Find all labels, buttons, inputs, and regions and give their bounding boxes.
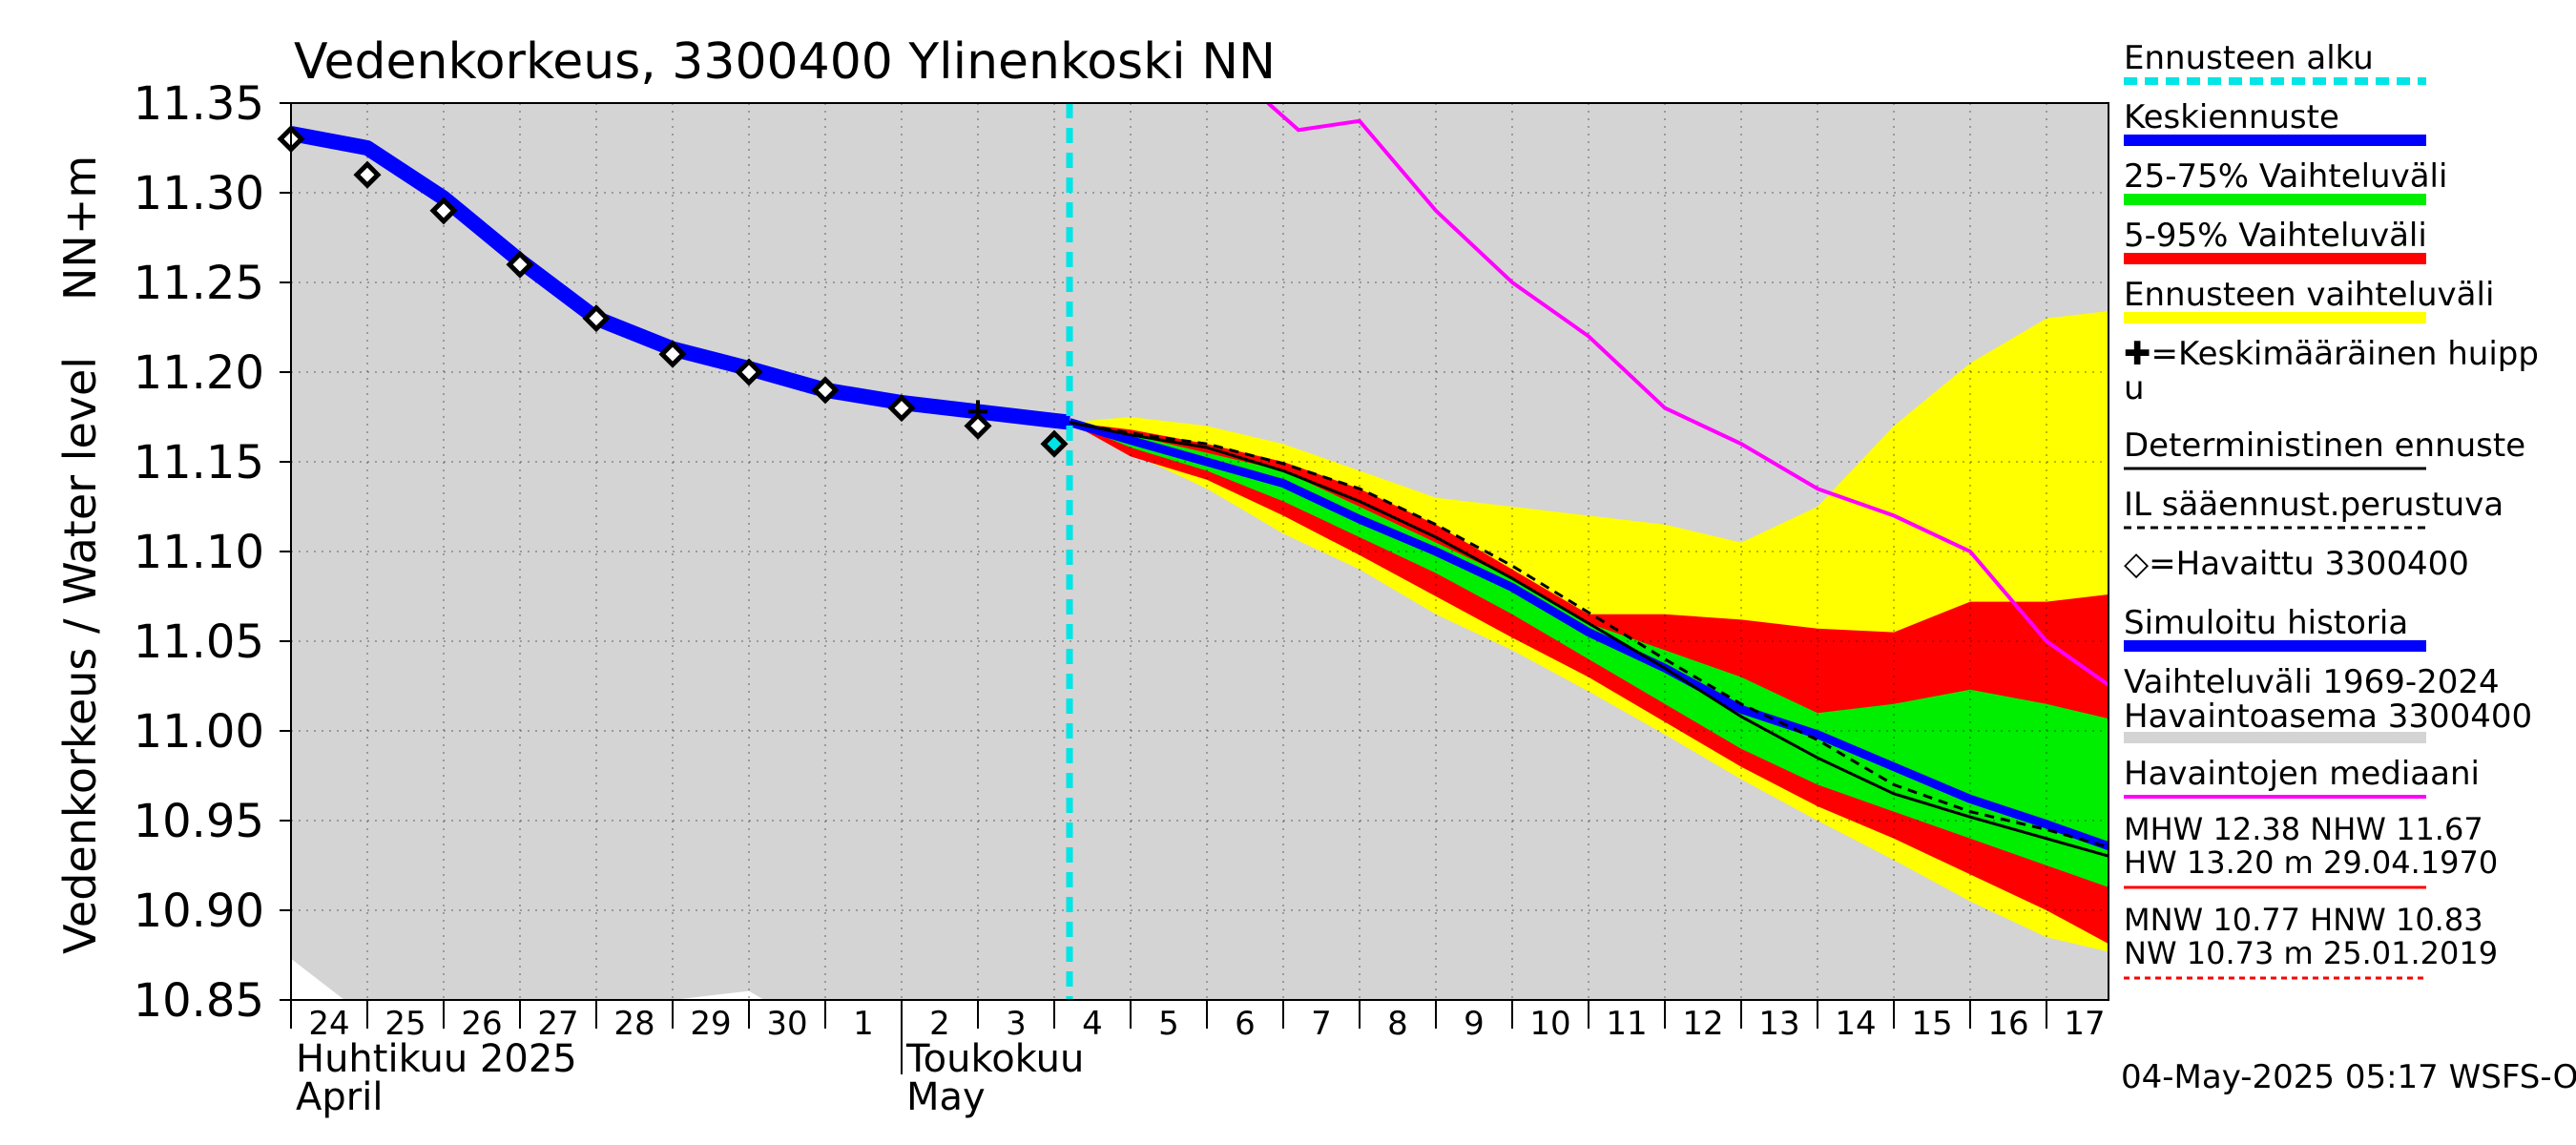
x-tick-label: 14 [1835, 1005, 1876, 1043]
weather-forecast-line [1069, 421, 2109, 849]
chart-title: Vedenkorkeus, 3300400 Ylinenkoski NN [294, 33, 1276, 91]
month-label-fi: Huhtikuu 2025 [296, 1037, 577, 1081]
observed-point [735, 358, 763, 386]
y-tick-label: 11.30 [134, 167, 264, 220]
legend: Ennusteen alku Keskiennuste 25-75% Vaihtel… [2124, 39, 2539, 980]
y-axis-unit-group: NN+m [54, 156, 106, 301]
x-tick-label: 29 [690, 1005, 731, 1043]
observed-point [811, 376, 840, 405]
legend-label: Deterministinen ennuste [2124, 427, 2525, 465]
legend-label: Vaihteluväli 1969-2024 [2124, 663, 2500, 701]
y-tick-label: 11.10 [134, 526, 264, 579]
x-tick-label: 28 [613, 1005, 654, 1043]
observed-point [429, 197, 458, 225]
month-label-en: May [906, 1075, 986, 1119]
month-label-fi: Toukokuu [905, 1037, 1084, 1081]
history-range-gap-mid [673, 990, 764, 1000]
legend-label: ✚=Keskimääräinen huipp [2124, 335, 2539, 373]
deterministic-forecast-line [1069, 421, 2109, 858]
x-tick-label: 12 [1682, 1005, 1723, 1043]
y-tick-label: 11.05 [134, 615, 264, 669]
observed-point [964, 411, 992, 440]
legend-label: Keskiennuste [2124, 98, 2339, 136]
stats-line: NW 10.73 m 25.01.2019 [2124, 935, 2498, 971]
y-tick-label: 10.90 [134, 885, 264, 938]
observed-point [658, 340, 687, 368]
range-5-95-band [1070, 422, 2109, 945]
observed-point [506, 250, 534, 279]
axes: 10.85 10.90 10.95 11.00 11.05 11.10 11.15 11.20… [134, 77, 2109, 1119]
x-tick-label: 24 [308, 1005, 349, 1043]
x-tick-label: 8 [1387, 1005, 1408, 1043]
legend-label: Ennusteen vaihteluväli [2124, 276, 2494, 314]
legend-label: 5-95% Vaihteluväli [2124, 217, 2427, 255]
x-tick-label: 3 [1006, 1005, 1027, 1043]
history-range-gap-left [291, 958, 344, 1000]
x-tick-label: 10 [1529, 1005, 1570, 1043]
y-tick-label: 11.20 [134, 346, 264, 400]
x-tick-label: 13 [1758, 1005, 1799, 1043]
y-axis-unit: NN+m [54, 156, 106, 301]
y-tick-label: 10.95 [134, 795, 264, 848]
y-axis-label: Vedenkorkeus / Water level [54, 357, 106, 954]
x-tick-label: 11 [1606, 1005, 1647, 1043]
median-line [1266, 103, 2109, 688]
x-tick-label: 6 [1235, 1005, 1256, 1043]
legend-label: Ennusteen alku [2124, 39, 2374, 77]
y-tick-label: 10.85 [134, 974, 264, 1028]
x-tick-label: 4 [1082, 1005, 1103, 1043]
plot-area [277, 103, 2109, 1000]
observed-point [887, 394, 916, 423]
y-tick-label: 11.15 [134, 436, 264, 489]
simulated-history-line [291, 126, 1070, 430]
legend-label: 25-75% Vaihteluväli [2124, 157, 2447, 196]
x-tick-label: 17 [2064, 1005, 2105, 1043]
x-tick-label: 25 [384, 1005, 426, 1043]
plot-content [291, 103, 2109, 1000]
y-tick-label: 11.25 [134, 257, 264, 310]
footer-timestamp: 04-May-2025 05:17 WSFS-O [2121, 1058, 2576, 1096]
observed-point [1040, 429, 1069, 458]
legend-label: Havaintojen mediaani [2124, 755, 2480, 793]
y-tick-label: 11.00 [134, 705, 264, 759]
x-tick-label: 30 [766, 1005, 807, 1043]
y-tick-label: 11.35 [134, 77, 264, 131]
stats-line: MHW 12.38 NHW 11.67 [2124, 811, 2483, 847]
x-tick-label: 9 [1464, 1005, 1485, 1043]
x-tick-label: 26 [461, 1005, 502, 1043]
x-tick-label: 1 [853, 1005, 874, 1043]
observed-point [353, 160, 382, 189]
legend-label: IL sääennust.perustuva [2124, 486, 2503, 524]
x-tick-label: 7 [1311, 1005, 1332, 1043]
legend-label-line2: u [2124, 369, 2145, 407]
mean-forecast-line [1068, 418, 2109, 851]
x-tick-label: 15 [1911, 1005, 1952, 1043]
x-tick-label: 2 [929, 1005, 950, 1043]
y-axis-label-group: Vedenkorkeus / Water level [54, 357, 106, 954]
legend-label: Simuloitu historia [2124, 604, 2408, 642]
x-tick-label: 27 [537, 1005, 578, 1043]
stats-line: HW 13.20 m 29.04.1970 [2124, 844, 2498, 881]
legend-label-line2: Havaintoasema 3300400 [2124, 697, 2532, 736]
x-tick-label: 5 [1158, 1005, 1179, 1043]
month-label-en: April [296, 1075, 383, 1119]
observed-point [582, 304, 611, 333]
x-tick-label: 16 [1987, 1005, 2028, 1043]
legend-label: ◇=Havaittu 3300400 [2124, 545, 2469, 583]
stats-line: MNW 10.77 HNW 10.83 [2124, 902, 2483, 938]
